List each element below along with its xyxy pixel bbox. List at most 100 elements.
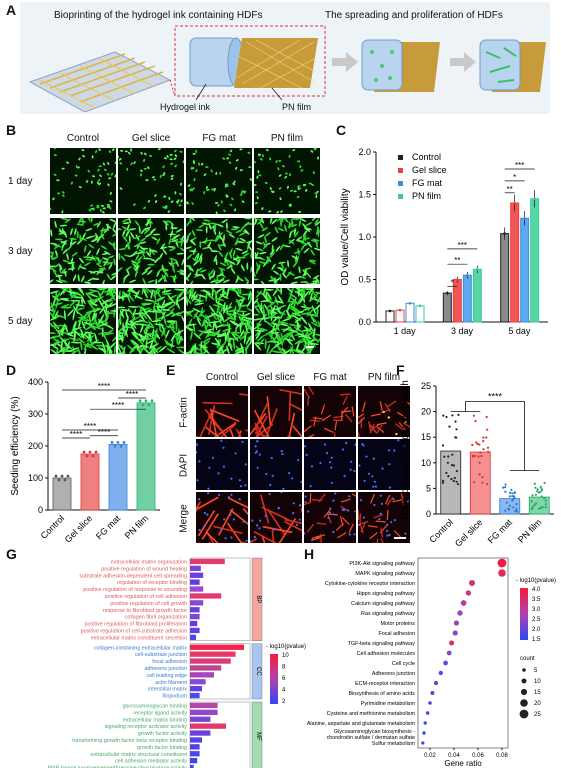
significance-stars: **** [70,430,82,439]
nucleus [229,513,232,516]
count-legend-dot [520,699,528,707]
cell-mark [61,306,72,309]
staining-image [304,439,356,490]
cell-mark [168,237,172,245]
actin-fiber [386,496,394,506]
actin-fiber [337,532,347,539]
cell-mark [133,294,143,300]
bar [108,444,128,511]
y-tick-label: 2.0 [358,147,371,157]
cell-mark [229,251,233,259]
cell-mark [210,288,219,295]
data-point [543,481,546,484]
cell-mark [128,228,137,231]
cell-mark [129,288,138,295]
staining-image [304,386,356,437]
cell-mark [118,318,120,329]
actin-fiber [342,395,348,405]
nucleus [292,512,295,515]
cell-mark [96,259,102,265]
cell-mark [215,211,218,214]
actin-fiber [205,529,215,543]
data-point [471,443,474,447]
count-legend-label: 5 [534,668,538,674]
cell-mark [121,218,129,223]
nucleus [270,456,273,460]
cell-mark [263,243,269,250]
cell-mark [213,255,218,263]
bar [190,702,218,709]
go-term-label: positive regulation of cell-substrate ad… [81,628,187,634]
actin-fiber [229,509,248,525]
cell-mark [235,159,239,162]
nucleus [259,519,262,522]
actin-fiber [376,422,387,426]
cell-mark [162,275,168,282]
actin-fiber [341,410,352,413]
cell-mark [282,331,292,337]
cell-mark [213,227,217,236]
cell-mark [50,290,60,294]
cell-mark [53,173,57,176]
cell-mark [192,247,197,256]
nucleus [244,463,247,466]
cell-mark [267,347,275,354]
cell-mark [250,325,252,336]
bar [452,279,462,323]
bar [190,579,200,585]
cell-mark [203,173,207,176]
cell-mark [178,349,184,354]
micrograph-cells [254,288,320,354]
cell-mark [108,177,112,180]
cell-mark [292,149,296,152]
cell-mark [237,241,245,244]
cell-mark [239,193,243,196]
cell-mark [314,333,320,337]
cell-mark [140,151,143,155]
data-point [481,481,484,484]
cell-mark [182,160,184,164]
cell-mark [254,270,256,278]
significance-stars: *** [515,161,524,170]
cell-mark [263,288,267,296]
go-term-label: cell-substrate junction [135,652,187,658]
cell-mark [190,239,196,246]
cell-mark [312,238,320,242]
cell-mark [271,218,278,225]
nucleus [379,494,382,497]
bar [190,679,206,685]
cell-mark [61,167,65,170]
cell-mark [265,291,268,302]
cell-mark [222,279,230,283]
nucleus [323,443,327,446]
data-point [504,486,507,489]
cell-mark [239,315,245,326]
legend-marker [398,168,403,173]
nucleus [300,481,302,484]
cell-mark [292,261,298,268]
cell-mark [258,263,261,271]
cell-mark [141,270,148,275]
live-dead-micrograph [50,218,116,284]
cell-mark [313,303,320,311]
nucleus [373,480,377,483]
nucleus [244,484,247,487]
cell-mark [132,308,137,319]
cell-mark [229,203,233,207]
data-point [515,507,518,511]
group-frame [189,643,251,700]
cell-mark [189,218,195,222]
bar [385,310,395,323]
cell-mark [138,249,146,254]
cell-mark [303,344,310,353]
cell-mark [145,179,149,182]
actin-fiber [245,429,248,432]
cell-mark [211,188,215,191]
cell-mark [179,193,182,196]
cell-mark [186,288,193,296]
cell-mark [143,167,147,170]
cell-mark [150,289,154,300]
cell-mark [70,228,73,236]
cell-mark [196,252,200,261]
